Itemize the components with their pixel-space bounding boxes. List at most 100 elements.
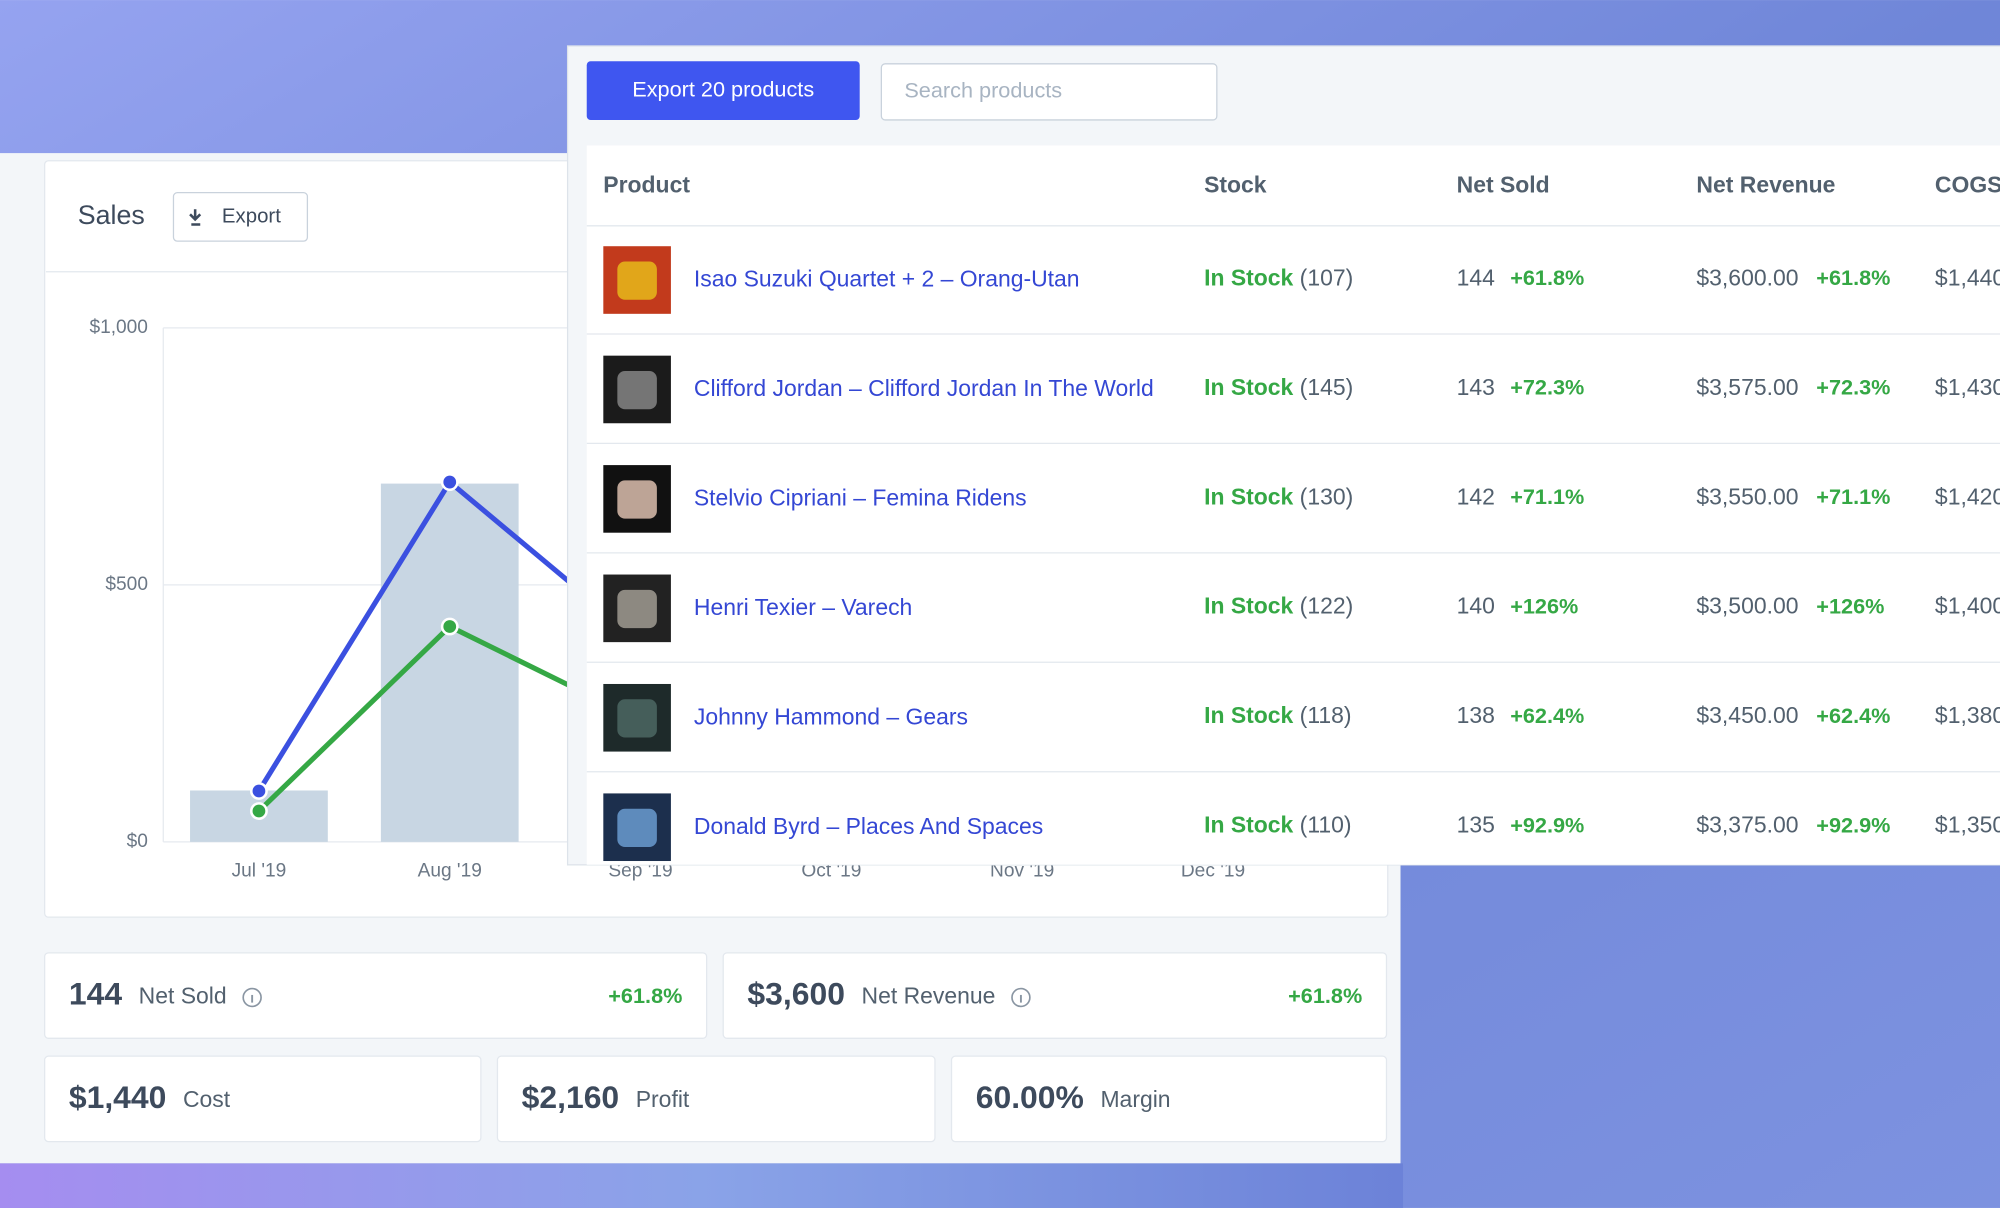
stock-count: (122) bbox=[1300, 593, 1354, 619]
info-icon bbox=[1011, 987, 1031, 1008]
net-sold-change: +61.8% bbox=[1510, 265, 1584, 290]
stock-count: (130) bbox=[1300, 483, 1354, 509]
stock-status: In Stock bbox=[1204, 593, 1293, 619]
product-link[interactable]: Johnny Hammond – Gears bbox=[694, 703, 968, 729]
y-tick-label: $500 bbox=[105, 574, 148, 595]
net-revenue-change: +71.1% bbox=[1816, 484, 1890, 509]
stock-status: In Stock bbox=[1204, 812, 1293, 838]
stock-count: (110) bbox=[1300, 812, 1352, 838]
net-sold: 138 bbox=[1457, 702, 1495, 728]
net-sold-change: +62.4% bbox=[1510, 703, 1584, 728]
net-sold: 142 bbox=[1457, 483, 1495, 509]
net-revenue: $3,500.00 bbox=[1696, 593, 1798, 619]
point bbox=[440, 617, 459, 636]
net-revenue-change: +92.9% bbox=[1816, 812, 1890, 837]
stat-value: $2,160 bbox=[522, 1079, 620, 1115]
cogs: $1,430.00 bbox=[1935, 374, 2000, 400]
stock-count: (107) bbox=[1300, 264, 1354, 290]
x-tick-label: Jul '19 bbox=[232, 860, 287, 881]
net-revenue: $3,575.00 bbox=[1696, 374, 1798, 400]
bottom-strip bbox=[0, 1163, 1404, 1208]
net-sold-change: +92.9% bbox=[1510, 812, 1584, 837]
net-revenue-change: +72.3% bbox=[1816, 375, 1890, 400]
net-revenue-change: +126% bbox=[1816, 593, 1884, 618]
net-revenue-change: +62.4% bbox=[1816, 703, 1890, 728]
album-art bbox=[617, 261, 657, 300]
column-header: Stock bbox=[1204, 171, 1267, 197]
x-tick-label: Aug '19 bbox=[418, 860, 482, 881]
stock-status: In Stock bbox=[1204, 374, 1293, 400]
net-sold-change: +126% bbox=[1510, 593, 1578, 618]
stat-card bbox=[722, 952, 1388, 1039]
cogs: $1,440.00 bbox=[1935, 264, 2000, 290]
stock-status: In Stock bbox=[1204, 702, 1293, 728]
stock-status: In Stock bbox=[1204, 483, 1293, 509]
net-revenue: $3,450.00 bbox=[1696, 702, 1798, 728]
product-link[interactable]: Isao Suzuki Quartet + 2 – Orang-Utan bbox=[694, 266, 1080, 292]
net-sold: 140 bbox=[1457, 593, 1495, 619]
stat-card bbox=[950, 1055, 1388, 1143]
y-tick-label: $1,000 bbox=[89, 317, 147, 338]
download-icon bbox=[189, 209, 202, 226]
net-sold-change: +72.3% bbox=[1510, 375, 1584, 400]
stat-label: Margin bbox=[1100, 1086, 1170, 1112]
column-header: Product bbox=[603, 171, 690, 197]
product-link[interactable]: Henri Texier – Varech bbox=[694, 594, 912, 620]
table-body: Product Stock Net Sold Net Revenue COGS Isao … bbox=[586, 171, 2000, 862]
bar bbox=[380, 483, 519, 842]
album-art bbox=[617, 699, 657, 738]
cogs: $1,420.00 bbox=[1935, 483, 2000, 509]
product-link[interactable]: Clifford Jordan – Clifford Jordan In The… bbox=[694, 375, 1154, 401]
net-sold: 135 bbox=[1457, 812, 1495, 838]
stat-card bbox=[44, 952, 708, 1039]
stat-change: +61.8% bbox=[608, 983, 682, 1008]
net-sold: 143 bbox=[1457, 374, 1495, 400]
product-link[interactable]: Stelvio Cipriani – Femina Ridens bbox=[694, 485, 1027, 511]
album-art bbox=[617, 589, 657, 629]
stat-change: +61.8% bbox=[1288, 983, 1362, 1008]
stock-count: (118) bbox=[1300, 702, 1352, 728]
export-label: Export bbox=[222, 205, 281, 227]
net-revenue: $3,375.00 bbox=[1696, 812, 1798, 838]
album-art bbox=[617, 370, 657, 410]
x-tick-label: Sep '19 bbox=[608, 860, 672, 881]
stat-card bbox=[44, 1055, 482, 1143]
export-products-label: Export 20 products bbox=[632, 76, 814, 101]
stock-count: (145) bbox=[1300, 374, 1354, 400]
x-tick-label: Oct '19 bbox=[801, 860, 861, 881]
export-products-button[interactable] bbox=[586, 61, 860, 120]
point bbox=[250, 782, 268, 800]
x-tick-label: Dec '19 bbox=[1181, 860, 1245, 881]
export-button[interactable] bbox=[172, 192, 309, 242]
net-sold: 144 bbox=[1457, 264, 1496, 290]
stat-label: Net Sold bbox=[139, 983, 227, 1009]
stock-status: In Stock bbox=[1204, 264, 1293, 290]
stat-label: Cost bbox=[183, 1086, 231, 1112]
cogs: $1,350.00 bbox=[1935, 812, 2000, 838]
info-icon bbox=[242, 987, 262, 1008]
chart-title: Sales bbox=[78, 200, 145, 230]
column-header: Net Revenue bbox=[1696, 171, 1835, 197]
panel-content: Export 20 products Search products Produ… bbox=[586, 61, 2000, 865]
net-revenue: $3,550.00 bbox=[1696, 483, 1798, 509]
column-header: Net Sold bbox=[1457, 171, 1550, 197]
product-link[interactable]: Donald Byrd – Places And Spaces bbox=[694, 813, 1043, 839]
cogs: $1,380.00 bbox=[1935, 702, 2000, 728]
y-tick-label: $0 bbox=[127, 831, 148, 852]
stat-label: Profit bbox=[636, 1086, 690, 1112]
stat-value: 144 bbox=[69, 976, 122, 1012]
search-placeholder: Search products bbox=[904, 78, 1062, 103]
search-input[interactable] bbox=[880, 63, 1218, 121]
net-revenue-change: +61.8% bbox=[1816, 265, 1890, 290]
stat-label: Net Revenue bbox=[862, 983, 996, 1009]
stat-value: $3,600 bbox=[747, 976, 845, 1012]
album-art bbox=[617, 808, 657, 847]
cogs: $1,400.00 bbox=[1935, 593, 2000, 619]
column-header: COGS bbox=[1935, 171, 2000, 197]
stat-card bbox=[496, 1055, 936, 1143]
stat-value: 60.00% bbox=[976, 1079, 1084, 1115]
album-art bbox=[617, 480, 657, 519]
point bbox=[250, 802, 268, 820]
net-sold-change: +71.1% bbox=[1510, 484, 1584, 509]
